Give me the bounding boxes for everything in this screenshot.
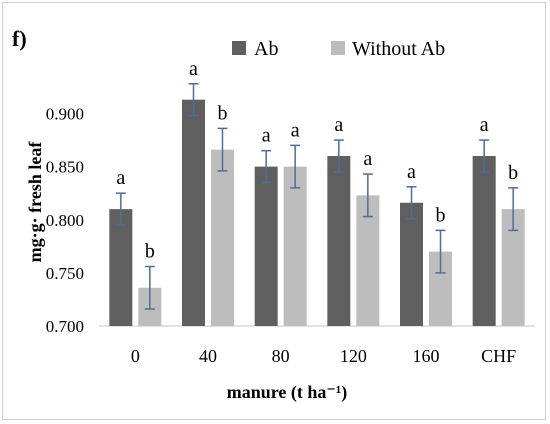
bar-ab xyxy=(254,166,278,326)
significance-letter: a xyxy=(407,161,416,183)
x-tick-label: CHF xyxy=(481,346,516,366)
significance-letter: a xyxy=(334,114,343,136)
x-tick-label: 40 xyxy=(199,346,217,366)
significance-letter: b xyxy=(436,204,446,226)
y-tick-label: 0.700 xyxy=(46,317,84,336)
significance-letter: b xyxy=(508,162,518,184)
bar-without-ab xyxy=(283,166,307,326)
significance-letter: a xyxy=(189,58,198,80)
bar-without-ab xyxy=(356,195,380,326)
significance-letter: a xyxy=(262,125,271,147)
significance-letter: b xyxy=(145,241,155,263)
significance-letter: a xyxy=(363,148,372,170)
significance-letter: a xyxy=(480,114,489,136)
y-tick-label: 0.800 xyxy=(46,211,84,230)
significance-letter: a xyxy=(291,119,300,141)
bar-ab xyxy=(400,202,423,326)
bar-without-ab xyxy=(211,149,234,326)
y-axis-title: mg·g· fresh leaf xyxy=(25,141,45,263)
legend-swatch-ab xyxy=(232,41,246,55)
x-tick-label: 160 xyxy=(413,346,440,366)
legend-label-ab: Ab xyxy=(254,38,278,60)
x-tick-label: 80 xyxy=(272,346,290,366)
significance-letter: a xyxy=(116,167,125,189)
bar-without-ab xyxy=(429,251,452,326)
significance-letter: b xyxy=(218,102,228,124)
legend-swatch-without-ab xyxy=(331,41,345,55)
bar-ab xyxy=(327,156,351,326)
y-tick-label: 0.850 xyxy=(46,158,84,177)
x-tick-label: 120 xyxy=(340,346,367,366)
legend-label-without-ab: Without Ab xyxy=(352,38,445,60)
panel-label: f) xyxy=(12,26,27,51)
x-tick-label: 0 xyxy=(131,346,140,366)
y-tick-label: 0.900 xyxy=(46,105,84,124)
bar-ab xyxy=(472,156,496,326)
bar-without-ab xyxy=(501,209,525,326)
x-axis-title: manure (t ha⁻¹) xyxy=(227,382,348,403)
bar-ab xyxy=(182,99,205,326)
bar-ab xyxy=(109,209,133,326)
y-tick-label: 0.750 xyxy=(46,264,84,283)
